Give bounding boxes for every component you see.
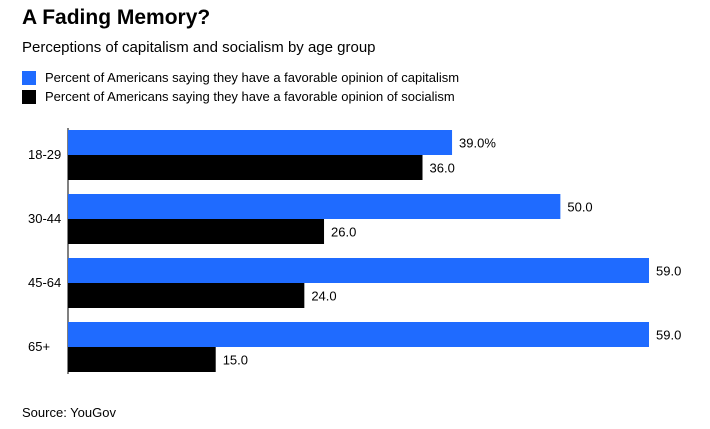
bar-value-label: 50.0: [567, 200, 592, 215]
category-label: 30-44: [28, 211, 61, 226]
legend-label-socialism: Percent of Americans saying they have a …: [45, 89, 455, 104]
source-note: Source: YouGov: [22, 405, 116, 420]
bar-socialism: [68, 283, 305, 308]
category-label: 65+: [28, 339, 50, 354]
bar-value-label: 59.0: [656, 328, 681, 343]
legend: Percent of Americans saying they have a …: [22, 68, 459, 106]
bar-capitalism: [68, 258, 649, 283]
bar-socialism: [68, 347, 216, 372]
bar-socialism: [68, 219, 325, 244]
bar-value-label: 26.0: [331, 225, 356, 240]
bar-value-label: 59.0: [656, 264, 681, 279]
legend-item-capitalism: Percent of Americans saying they have a …: [22, 68, 459, 87]
bar-chart: 18-29 39.0% 36.0 30-44 50.0 26.0 45-64 59.0 24.0…: [28, 128, 681, 374]
bar-capitalism: [68, 130, 453, 155]
legend-item-socialism: Percent of Americans saying they have a …: [22, 87, 459, 106]
bar-socialism: [68, 155, 423, 180]
bar-value-label: 39.0%: [459, 136, 496, 151]
bar-capitalism: [68, 322, 649, 347]
bar-value-label: 36.0: [430, 161, 455, 176]
chart-title: A Fading Memory?: [22, 6, 211, 29]
legend-swatch-socialism: [22, 89, 36, 104]
chart-subtitle: Perceptions of capitalism and socialism …: [22, 39, 376, 56]
bar-value-label: 24.0: [311, 289, 336, 304]
bar-value-label: 15.0: [223, 353, 248, 368]
category-label: 18-29: [28, 147, 61, 162]
legend-swatch-capitalism: [22, 70, 36, 85]
legend-label-capitalism: Percent of Americans saying they have a …: [45, 70, 460, 85]
category-label: 45-64: [28, 275, 61, 290]
bar-capitalism: [68, 194, 561, 219]
